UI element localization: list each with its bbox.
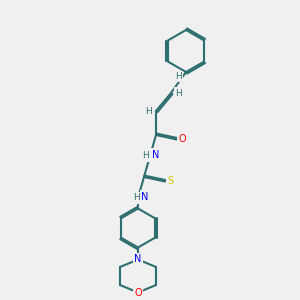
Text: H: H — [145, 106, 152, 116]
Text: N: N — [141, 191, 148, 202]
Text: H: H — [133, 194, 140, 202]
Text: H: H — [175, 88, 182, 98]
Text: O: O — [134, 287, 142, 298]
Text: O: O — [178, 134, 186, 145]
Text: S: S — [167, 176, 173, 187]
Text: N: N — [134, 254, 142, 265]
Text: H: H — [142, 152, 149, 160]
Text: H: H — [175, 72, 182, 81]
Text: N: N — [152, 149, 159, 160]
